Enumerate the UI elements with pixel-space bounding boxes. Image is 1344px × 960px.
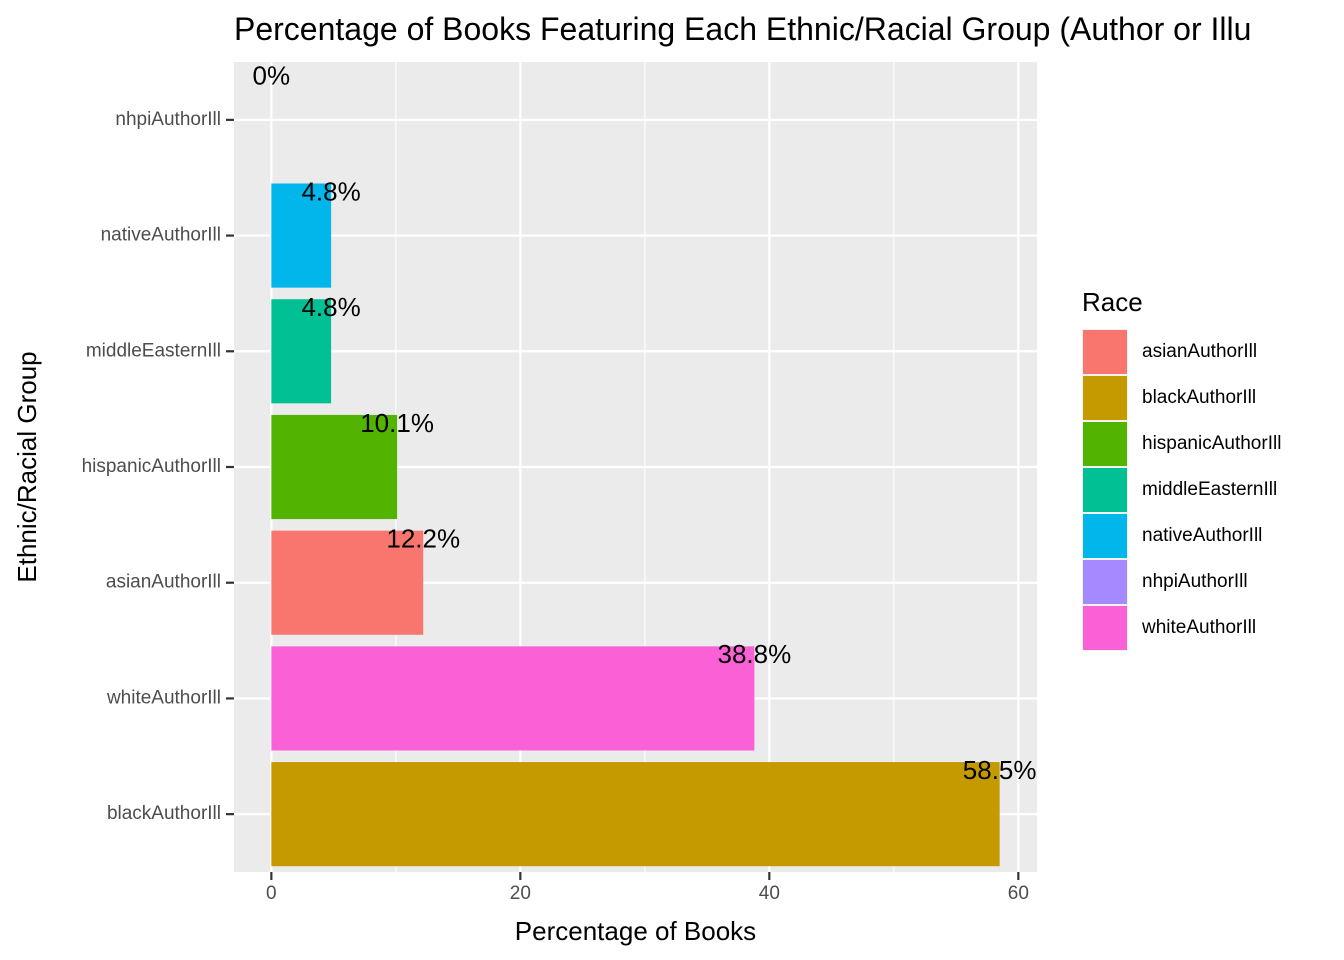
data-labels: 0% 4.8% 4.8% 10.1% 12.2% 38.8% 58.5% [253,61,1037,785]
legend-label-hispanicAuthorIll: hispanicAuthorIll [1142,433,1281,454]
legend-swatch-hispanicAuthorIll [1083,422,1127,466]
y-tick-label: nhpiAuthorIll [115,109,221,130]
bar-hispanicAuthorIll [271,414,398,520]
data-label-nativeAuthorIll: 4.8% [301,176,360,206]
x-tick-label: 20 [510,883,531,904]
y-tick-label: asianAuthorIll [106,572,221,593]
data-label-nhpiAuthorIll: 0% [253,61,291,91]
y-tick-label: nativeAuthorIll [101,225,221,246]
x-tick-label: 0 [266,883,277,904]
bars [271,183,1000,867]
legend-swatch-nativeAuthorIll [1083,514,1127,558]
x-axis-title: Percentage of Books [515,916,756,946]
y-axis: nhpiAuthorIll nativeAuthorIll middleEaster… [82,109,234,824]
legend-swatch-whiteAuthorIll [1083,606,1127,650]
legend-swatch-asianAuthorIll [1083,330,1127,374]
data-label-whiteAuthorIll: 38.8% [718,639,792,669]
legend-label-nhpiAuthorIll: nhpiAuthorIll [1142,571,1248,592]
chart-title: Percentage of Books Featuring Each Ethni… [234,11,1251,47]
y-tick-label: hispanicAuthorIll [82,456,221,477]
bar-nativeAuthorIll [271,183,332,288]
legend-swatch-nhpiAuthorIll [1083,560,1127,604]
y-axis-title: Ethnic/Racial Group [12,351,42,582]
data-label-middleEasternIll: 4.8% [301,292,360,322]
legend-title: Race [1082,287,1143,317]
bar-asianAuthorIll [271,530,424,635]
legend-swatch-blackAuthorIll [1083,376,1127,420]
bar-middleEasternIll [271,299,332,404]
legend-label-whiteAuthorIll: whiteAuthorIll [1141,617,1256,638]
legend-swatch-middleEasternIll [1083,468,1127,512]
data-label-blackAuthorIll: 58.5% [963,755,1037,785]
data-label-hispanicAuthorIll: 10.1% [360,408,434,438]
bar-blackAuthorIll [271,762,1000,867]
data-label-asianAuthorIll: 12.2% [386,524,460,554]
y-tick-label: blackAuthorIll [107,803,221,824]
legend-label-nativeAuthorIll: nativeAuthorIll [1142,525,1262,546]
legend-label-middleEasternIll: middleEasternIll [1142,479,1277,500]
legend: Race asianAuthorIll blackAuthorIll hispani… [1082,287,1281,651]
legend-label-blackAuthorIll: blackAuthorIll [1142,387,1256,408]
bar-whiteAuthorIll [271,646,755,751]
y-tick-label: middleEasternIll [86,340,221,361]
x-axis: 0 20 40 60 [266,872,1029,904]
x-tick-label: 60 [1008,883,1029,904]
x-tick-label: 40 [759,883,780,904]
y-tick-label: whiteAuthorIll [106,687,221,708]
legend-items: asianAuthorIll blackAuthorIll hispanicAuth… [1082,329,1281,651]
legend-label-asianAuthorIll: asianAuthorIll [1142,341,1257,362]
